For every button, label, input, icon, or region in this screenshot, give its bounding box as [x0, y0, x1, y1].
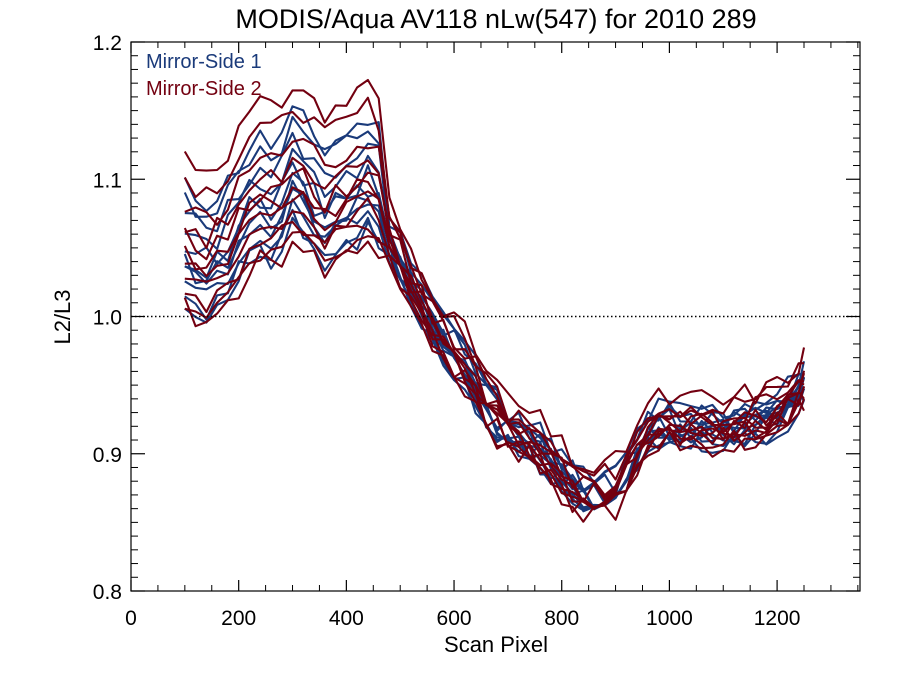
series-line-2 — [183, 115, 806, 492]
series-line-12 — [183, 78, 806, 474]
y-tick-label: 1.0 — [93, 307, 122, 330]
y-tick-label: 1.1 — [93, 169, 122, 192]
x-tick-label: 800 — [544, 607, 579, 630]
series-line-21 — [184, 230, 805, 514]
series-line-14 — [184, 137, 805, 497]
y-tick-label: 1.2 — [93, 32, 122, 55]
x-axis: 0 200 400 600 800 1000 1200 — [125, 42, 859, 630]
series-line-20 — [184, 220, 805, 510]
series-line-17 — [183, 178, 806, 510]
legend-entry-2: Mirror-Side 2 — [146, 78, 262, 100]
x-tick-label: 1000 — [646, 607, 693, 630]
chart-title: MODIS/Aqua AV118 nLw(547) for 2010 289 — [235, 4, 756, 34]
series-line-4 — [184, 147, 805, 503]
x-tick-label: 400 — [329, 607, 364, 630]
y-tick-label: 0.8 — [93, 581, 122, 604]
x-tick-label: 200 — [221, 607, 256, 630]
x-tick-label: 0 — [125, 607, 137, 630]
series-line-11 — [184, 216, 805, 509]
series-line-10 — [184, 208, 805, 511]
y-axis: 0.8 0.9 1.0 1.1 1.2 — [93, 32, 860, 604]
x-tick-label: 1200 — [754, 607, 801, 630]
series-line-8 — [184, 187, 806, 513]
series-line-16 — [183, 167, 805, 504]
series-line-18 — [184, 190, 806, 510]
x-tick-label: 600 — [437, 607, 472, 630]
series-line-13 — [183, 96, 805, 481]
series-layer — [183, 78, 806, 523]
y-axis-label: L2/L3 — [50, 289, 75, 344]
legend: Mirror-Side 1 Mirror-Side 2 — [146, 51, 262, 100]
x-axis-label: Scan Pixel — [444, 632, 548, 657]
series-line-15 — [184, 156, 806, 499]
series-line-22 — [183, 240, 805, 523]
legend-entry-1: Mirror-Side 1 — [146, 51, 262, 73]
y-tick-label: 0.9 — [93, 444, 122, 467]
